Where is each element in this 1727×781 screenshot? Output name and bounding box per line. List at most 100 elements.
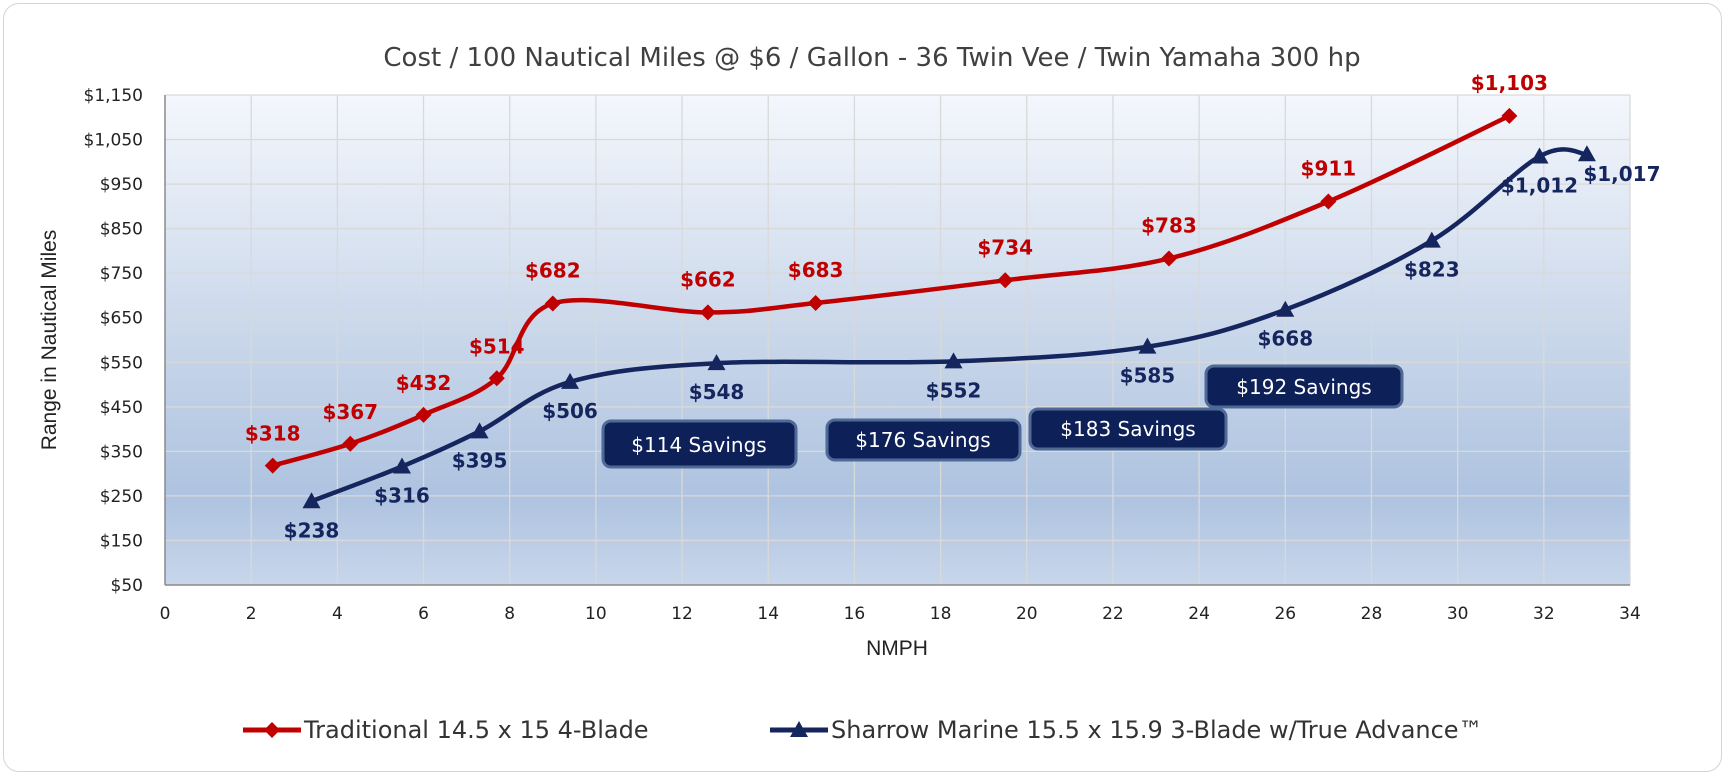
data-point-diamond	[1501, 107, 1518, 124]
x-tick-label: 24	[1188, 604, 1210, 624]
data-label: $318	[245, 422, 301, 446]
x-tick-label: 28	[1361, 604, 1383, 624]
data-point-triangle	[1422, 231, 1441, 248]
axes	[164, 95, 1630, 586]
x-tick-label: 0	[160, 604, 171, 624]
data-label: $432	[396, 371, 452, 395]
legend-label-sharrow: Sharrow Marine 15.5 x 15.9 3-Blade w/Tru…	[831, 716, 1483, 744]
data-label: $506	[542, 399, 598, 423]
y-tick-label: $450	[100, 398, 143, 418]
data-label: $238	[284, 518, 340, 542]
y-tick-label: $1,050	[84, 131, 143, 151]
x-tick-label: 32	[1533, 604, 1555, 624]
data-point-triangle	[302, 492, 321, 509]
series-sharrow: $238 $316 $395 $506 $548 $552 $585 $668 $823 $1,0…	[284, 145, 1661, 542]
data-point-diamond	[807, 295, 824, 312]
x-tick-label: 20	[1016, 604, 1038, 624]
y-tick-label: $950	[100, 175, 143, 195]
y-tick-label: $1,150	[84, 86, 143, 106]
data-point-triangle	[392, 457, 411, 474]
y-tick-label: $250	[100, 487, 143, 507]
plot-area	[165, 95, 1630, 585]
data-point-triangle	[707, 354, 726, 371]
y-tick-label: $850	[100, 220, 143, 240]
chart: Cost / 100 Nautical Miles @ $6 / Gallon …	[38, 43, 1661, 744]
data-label: $367	[322, 400, 378, 424]
data-label: $514	[469, 334, 525, 358]
data-label: $682	[525, 258, 581, 282]
data-point-diamond	[264, 457, 281, 474]
y-tick-labels: $50 $150 $250 $350 $450 $550 $650 $750 $850 $950 $…	[84, 86, 143, 596]
savings-box-192: $192 Savings	[1204, 364, 1404, 409]
y-tick-label: $350	[100, 442, 143, 462]
data-point-triangle	[1138, 337, 1157, 354]
savings-annotations: $114 Savings $176 Savings $183 Savings $…	[601, 364, 1404, 469]
x-tick-label: 18	[930, 604, 952, 624]
data-label: $585	[1120, 364, 1176, 388]
data-label: $316	[374, 484, 430, 508]
legend-item-sharrow: Sharrow Marine 15.5 x 15.9 3-Blade w/Tru…	[770, 716, 1483, 744]
gridlines	[165, 94, 1631, 585]
y-tick-label: $650	[100, 309, 143, 329]
x-tick-label: 16	[844, 604, 866, 624]
legend: Traditional 14.5 x 15 4-Blade Sharrow Ma…	[243, 716, 1483, 744]
data-point-diamond	[699, 304, 716, 321]
data-point-diamond	[342, 435, 359, 452]
data-label: $1,012	[1501, 173, 1578, 197]
y-axis-title: Range in Nautical Miles	[38, 230, 61, 451]
chart-frame: Cost / 100 Nautical Miles @ $6 / Gallon …	[3, 3, 1722, 772]
savings-box-183: $183 Savings	[1028, 407, 1228, 451]
data-label: $548	[689, 380, 745, 404]
data-label: $1,017	[1583, 162, 1660, 186]
x-tick-label: 2	[246, 604, 257, 624]
y-tick-label: $750	[100, 264, 143, 284]
savings-label-183: $183 Savings	[1060, 417, 1195, 441]
x-tick-label: 10	[585, 604, 607, 624]
savings-box-176: $176 Savings	[825, 418, 1022, 462]
data-label: $911	[1301, 156, 1357, 180]
data-label: $552	[926, 378, 982, 402]
data-label: $683	[788, 258, 844, 282]
legend-label-traditional: Traditional 14.5 x 15 4-Blade	[303, 716, 649, 744]
x-tick-label: 34	[1619, 604, 1641, 624]
savings-label-114: $114 Savings	[631, 433, 766, 457]
x-axis-title: NMPH	[866, 637, 928, 660]
x-tick-label: 30	[1447, 604, 1469, 624]
data-point-diamond	[997, 272, 1014, 289]
y-tick-label: $550	[100, 353, 143, 373]
data-label: $823	[1404, 258, 1460, 282]
x-tick-labels: 0 2 4 6 8 10 12 14 16 18 20 22 24 26 28 30 32 34	[160, 604, 1641, 624]
savings-label-176: $176 Savings	[855, 428, 990, 452]
data-label: $662	[680, 267, 736, 291]
data-point-diamond	[544, 295, 561, 312]
data-point-triangle	[1577, 145, 1596, 162]
x-tick-label: 26	[1274, 604, 1296, 624]
data-point-triangle	[944, 352, 963, 369]
x-tick-label: 8	[504, 604, 515, 624]
x-tick-label: 6	[418, 604, 429, 624]
chart-title: Cost / 100 Nautical Miles @ $6 / Gallon …	[383, 43, 1360, 73]
x-tick-label: 12	[671, 604, 693, 624]
data-label: $395	[452, 448, 508, 472]
savings-label-192: $192 Savings	[1236, 375, 1371, 399]
data-point-triangle	[1276, 300, 1295, 317]
y-tick-label: $50	[111, 576, 143, 596]
data-point-triangle	[561, 372, 580, 389]
legend-triangle-marker	[790, 721, 808, 737]
data-label: $668	[1257, 327, 1313, 351]
legend-item-traditional: Traditional 14.5 x 15 4-Blade	[243, 716, 649, 744]
data-point-diamond	[415, 406, 432, 423]
series-traditional: $318 $367 $432 $514 $682 $662 $683 $734 $783 $911…	[245, 71, 1548, 474]
data-label: $734	[977, 235, 1033, 259]
data-point-triangle	[470, 422, 489, 439]
data-point-diamond	[488, 370, 505, 387]
legend-diamond-marker	[264, 722, 280, 738]
savings-box-114: $114 Savings	[601, 419, 798, 469]
data-point-diamond	[1160, 250, 1177, 267]
data-point-triangle	[1530, 147, 1549, 164]
data-label: $1,103	[1471, 71, 1548, 95]
y-tick-label: $150	[100, 531, 143, 551]
data-label: $783	[1141, 213, 1197, 237]
x-tick-label: 4	[332, 604, 343, 624]
x-tick-label: 14	[757, 604, 779, 624]
